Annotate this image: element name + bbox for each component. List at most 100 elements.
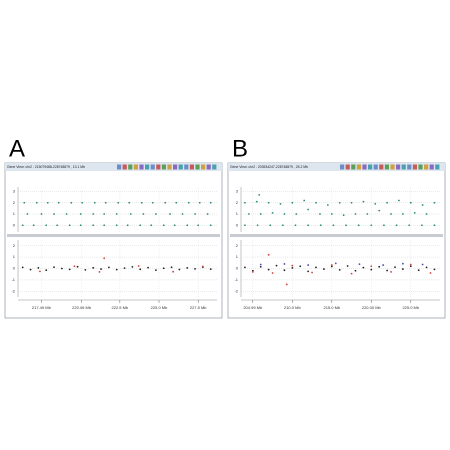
data-point bbox=[187, 201, 190, 204]
data-point bbox=[323, 268, 325, 270]
window-title: Gene View: chr2 : 215079488-228748879 , … bbox=[7, 165, 85, 169]
data-point bbox=[81, 201, 84, 204]
toolbar-icon bbox=[362, 164, 367, 170]
data-point bbox=[140, 201, 143, 204]
data-point bbox=[70, 201, 73, 204]
toolbar-icon bbox=[145, 164, 150, 170]
data-point bbox=[425, 213, 428, 215]
data-point bbox=[32, 224, 35, 227]
data-point bbox=[251, 271, 254, 273]
data-point bbox=[103, 213, 106, 215]
data-point bbox=[413, 211, 416, 214]
y-tick-label: 1 bbox=[236, 254, 239, 259]
panel-label: A bbox=[9, 135, 25, 162]
y-tick-label: 2 bbox=[236, 243, 239, 248]
data-point bbox=[164, 201, 167, 204]
data-point bbox=[330, 265, 333, 268]
data-point bbox=[76, 265, 79, 268]
data-point bbox=[244, 266, 246, 269]
data-point bbox=[362, 200, 365, 203]
x-tick-label: 204.99 Mb bbox=[243, 305, 263, 310]
toolbar-icon bbox=[156, 164, 161, 170]
x-tick-label: 225.0 Mb bbox=[402, 305, 419, 310]
data-point bbox=[259, 213, 262, 215]
data-point bbox=[131, 266, 134, 268]
data-point bbox=[390, 213, 392, 215]
data-point bbox=[92, 266, 95, 269]
data-point bbox=[139, 268, 142, 271]
data-point bbox=[93, 201, 96, 204]
toolbar-icon bbox=[384, 164, 389, 170]
data-point bbox=[271, 272, 274, 274]
data-point bbox=[383, 224, 385, 227]
data-point bbox=[357, 224, 360, 227]
data-point bbox=[162, 267, 165, 270]
toolbar-icon bbox=[139, 164, 144, 170]
toolbar-icon bbox=[340, 164, 345, 170]
data-point bbox=[319, 213, 321, 215]
data-point bbox=[346, 265, 349, 267]
data-point bbox=[186, 224, 189, 227]
data-point bbox=[198, 201, 201, 204]
toolbar-icon bbox=[128, 164, 133, 170]
y-tick-label: 0 bbox=[13, 266, 16, 271]
toolbar-icon bbox=[412, 164, 417, 170]
data-point bbox=[115, 213, 118, 215]
data-point bbox=[21, 266, 24, 269]
data-point bbox=[307, 264, 310, 266]
y-tick-label: -1 bbox=[234, 277, 238, 282]
y-tick-label: -2 bbox=[234, 288, 238, 293]
y-tick-label: 3 bbox=[13, 189, 16, 194]
data-point bbox=[378, 209, 381, 212]
data-point bbox=[139, 224, 142, 227]
data-point bbox=[395, 224, 398, 227]
data-point bbox=[35, 201, 38, 204]
data-point bbox=[398, 199, 400, 202]
data-point bbox=[354, 269, 357, 272]
toolbar-icon bbox=[429, 164, 434, 170]
data-point bbox=[408, 224, 411, 227]
data-point bbox=[53, 266, 55, 269]
data-point bbox=[429, 272, 432, 274]
data-point bbox=[154, 213, 157, 215]
x-tick-label: 222.5 Mb bbox=[112, 305, 129, 310]
x-tick-label: 227.5 Mb bbox=[190, 305, 207, 310]
data-point bbox=[299, 265, 302, 268]
x-tick-label: 220.00 Mb bbox=[362, 305, 382, 310]
data-point bbox=[319, 224, 322, 227]
window-title: Gene View: chr2 : 203534247-228748879 , … bbox=[230, 165, 308, 169]
data-point bbox=[68, 268, 71, 271]
data-point bbox=[186, 267, 189, 269]
data-point bbox=[172, 270, 175, 273]
y-tick-label: -1 bbox=[11, 277, 15, 282]
toolbar-icon bbox=[173, 164, 178, 170]
toolbar-icon bbox=[150, 164, 155, 170]
data-point bbox=[244, 224, 246, 227]
data-point bbox=[303, 199, 306, 202]
window bbox=[227, 162, 446, 319]
toolbar-icon bbox=[368, 164, 373, 170]
toolbar-icon bbox=[184, 164, 189, 170]
data-point bbox=[40, 213, 43, 215]
data-point bbox=[409, 263, 412, 266]
data-point bbox=[283, 269, 286, 272]
data-point bbox=[420, 224, 423, 227]
toolbar-icon bbox=[178, 164, 183, 170]
x-tick-label: 220.06 Mb bbox=[72, 305, 92, 310]
toolbar-icon bbox=[373, 164, 378, 170]
data-point bbox=[259, 265, 262, 268]
data-point bbox=[370, 265, 373, 268]
data-point bbox=[425, 266, 428, 269]
x-tick-label: 225.0 Mb bbox=[151, 305, 168, 310]
data-point bbox=[350, 272, 353, 275]
data-point bbox=[354, 213, 357, 215]
panel-label: B bbox=[232, 135, 248, 162]
data-point bbox=[209, 268, 212, 271]
data-point bbox=[271, 211, 274, 214]
data-point bbox=[295, 213, 298, 215]
data-point bbox=[126, 224, 129, 227]
data-point bbox=[147, 266, 149, 269]
window bbox=[4, 162, 223, 319]
data-point bbox=[409, 201, 412, 204]
